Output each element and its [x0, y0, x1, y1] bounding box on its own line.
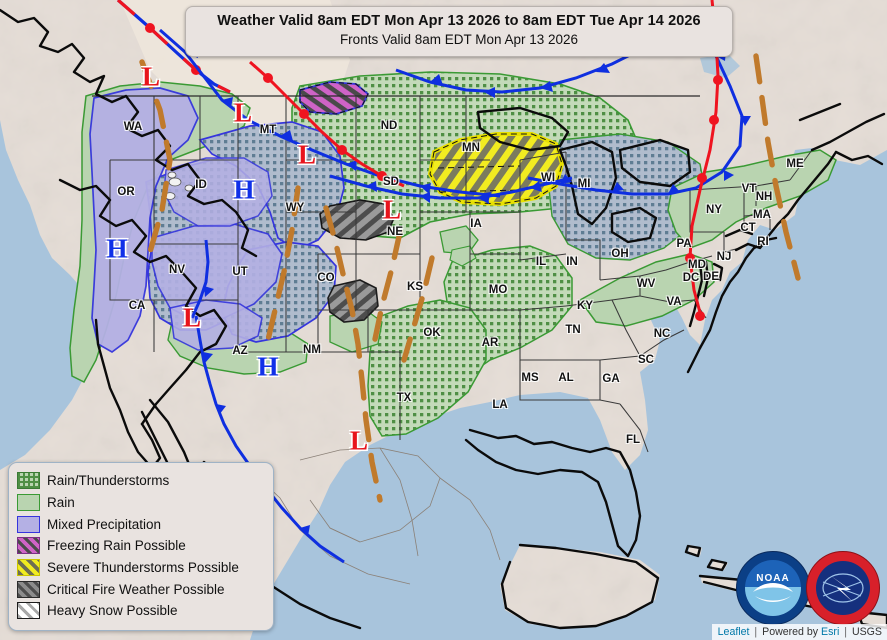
attribution-separator-2: | [844, 626, 848, 638]
legend-item-freezing-rain: Freezing Rain Possible [17, 535, 265, 557]
high-pressure-center-5: H [106, 233, 128, 264]
noaa-bird-icon [753, 583, 793, 602]
critical-fire-area-newmexico [327, 279, 379, 323]
fronts-valid-text: Fronts Valid 8am EDT Mon Apr 13 2026 [339, 32, 579, 47]
powered-by-text: Powered by [762, 626, 819, 638]
legend-label: Rain [47, 495, 75, 511]
rain-thunderstorms-swatch-icon [17, 472, 40, 490]
noaa-logo-label: NOAA [756, 572, 790, 584]
low-pressure-center-6: L [182, 302, 202, 333]
legend-label: Rain/Thunderstorms [47, 473, 170, 489]
low-pressure-center-8: L [349, 425, 369, 456]
map-attribution: Leaflet | Powered by Esri | USGS [711, 624, 887, 640]
legend-label: Freezing Rain Possible [47, 538, 186, 554]
esri-link[interactable]: Esri [821, 626, 840, 638]
low-pressure-center-0: L [141, 61, 161, 92]
dryline-cascades [139, 59, 173, 255]
legend-item-rain: Rain [17, 492, 265, 514]
freezing-rain-swatch-icon [17, 537, 40, 555]
front-cold-dakotas [329, 174, 573, 204]
dryline-kansas [371, 229, 403, 347]
agency-logos: NOAA [736, 551, 882, 625]
rain-swatch-icon [17, 494, 40, 512]
nws-logo-icon [806, 551, 880, 625]
legend-label: Mixed Precipitation [47, 516, 162, 532]
legend-label: Severe Thunderstorms Possible [47, 560, 239, 576]
low-pressure-center-3: L [382, 194, 402, 225]
mixed-precipitation-swatch-icon [17, 515, 40, 533]
noaa-logo-icon: NOAA [736, 551, 810, 625]
legend-item-severe-thunderstorms: Severe Thunderstorms Possible [17, 557, 265, 579]
legend-label: Critical Fire Weather Possible [47, 581, 225, 597]
heavy-snow-swatch-icon [17, 602, 40, 620]
dryline-oklahoma [401, 255, 435, 363]
high-pressure-center-7: H [257, 351, 279, 382]
title-panel: Weather Valid 8am EDT Mon Apr 13 2026 to… [185, 6, 733, 57]
legend-label: Heavy Snow Possible [47, 603, 178, 619]
dryline-plains [323, 205, 383, 503]
drylines [139, 53, 801, 503]
borders-layer [92, 95, 813, 585]
nws-lightning-icon [822, 573, 864, 603]
rain-area-appalachians [578, 253, 715, 327]
noaa-emblem [745, 560, 801, 616]
front-cold-california [190, 239, 214, 319]
legend-panel: Rain/Thunderstorms Rain Mixed Precipitat… [8, 462, 274, 631]
mixed-precip-area-idaho [163, 157, 273, 227]
dryline-rockies [265, 185, 301, 343]
legend-item-critical-fire-weather: Critical Fire Weather Possible [17, 578, 265, 600]
usgs-text: USGS [851, 626, 882, 638]
leaflet-link[interactable]: Leaflet [717, 626, 750, 638]
low-pressure-center-1: L [233, 97, 253, 128]
legend-item-mixed-precipitation: Mixed Precipitation [17, 513, 265, 535]
dryline-atlantic [753, 53, 801, 281]
legend-item-rain-thunderstorms: Rain/Thunderstorms [17, 470, 265, 492]
high-pressure-center-4: H [233, 174, 255, 205]
severe-thunderstorms-swatch-icon [17, 559, 40, 577]
legend-item-heavy-snow: Heavy Snow Possible [17, 600, 265, 622]
rain-thunderstorm-area-texas [367, 299, 487, 437]
weather-valid-text: Weather Valid 8am EDT Mon Apr 13 2026 to… [217, 13, 701, 29]
low-pressure-center-2: L [297, 139, 317, 170]
attribution-separator: | [754, 626, 758, 638]
front-warm-montana [249, 60, 405, 188]
heavy-snow-area-idaho [164, 171, 194, 200]
critical-fire-swatch-icon [17, 580, 40, 598]
